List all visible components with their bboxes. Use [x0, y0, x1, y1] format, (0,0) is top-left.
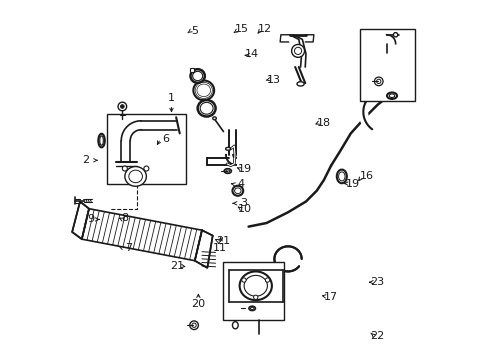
Text: 12: 12: [258, 24, 272, 35]
Text: 1: 1: [168, 93, 175, 103]
Text: 3: 3: [240, 198, 246, 208]
Ellipse shape: [194, 81, 214, 100]
Ellipse shape: [225, 147, 231, 150]
Circle shape: [377, 79, 381, 84]
Text: 14: 14: [245, 49, 259, 59]
Text: 19: 19: [345, 179, 360, 189]
Bar: [223, 262, 285, 320]
Text: 15: 15: [234, 24, 248, 35]
Ellipse shape: [191, 69, 205, 83]
Ellipse shape: [224, 169, 231, 174]
Ellipse shape: [197, 84, 211, 96]
Ellipse shape: [213, 117, 216, 120]
Bar: [107, 114, 186, 184]
Ellipse shape: [197, 100, 216, 117]
Ellipse shape: [244, 275, 268, 296]
Bar: [191, 68, 194, 72]
Ellipse shape: [125, 167, 147, 186]
Ellipse shape: [98, 134, 105, 147]
Text: 21: 21: [217, 236, 231, 246]
Text: 10: 10: [238, 204, 252, 214]
Ellipse shape: [195, 82, 212, 98]
Text: 2: 2: [82, 155, 89, 165]
Ellipse shape: [193, 71, 203, 81]
Text: 19: 19: [238, 164, 252, 174]
Circle shape: [192, 323, 196, 327]
Text: 17: 17: [324, 292, 338, 302]
Ellipse shape: [250, 307, 254, 310]
Ellipse shape: [196, 83, 211, 98]
Ellipse shape: [297, 82, 304, 86]
Polygon shape: [72, 202, 89, 239]
Circle shape: [292, 44, 304, 57]
Text: 4: 4: [238, 179, 245, 189]
Ellipse shape: [232, 321, 238, 329]
Ellipse shape: [337, 170, 347, 183]
Text: 20: 20: [191, 299, 205, 309]
Bar: [360, 30, 416, 101]
Text: 21: 21: [170, 261, 184, 271]
Ellipse shape: [226, 170, 230, 172]
Circle shape: [122, 166, 127, 171]
Ellipse shape: [387, 93, 397, 99]
Ellipse shape: [129, 170, 143, 183]
Ellipse shape: [390, 94, 395, 98]
Circle shape: [190, 321, 198, 329]
Ellipse shape: [235, 188, 241, 194]
Text: 5: 5: [191, 26, 198, 36]
Text: 8: 8: [122, 213, 128, 222]
Text: 13: 13: [267, 75, 281, 85]
Ellipse shape: [249, 306, 255, 311]
Text: 18: 18: [317, 118, 331, 128]
Text: 11: 11: [213, 243, 227, 253]
Text: 16: 16: [360, 171, 374, 181]
Ellipse shape: [240, 271, 272, 300]
Ellipse shape: [200, 102, 213, 114]
Circle shape: [254, 295, 258, 300]
Ellipse shape: [339, 172, 345, 181]
Text: 22: 22: [370, 331, 385, 341]
Circle shape: [242, 278, 246, 282]
Circle shape: [294, 47, 302, 54]
Circle shape: [121, 105, 124, 108]
Circle shape: [374, 77, 383, 86]
Text: 7: 7: [125, 243, 132, 253]
Ellipse shape: [232, 186, 243, 196]
Ellipse shape: [100, 136, 103, 145]
Text: 23: 23: [370, 277, 385, 287]
Text: 6: 6: [163, 134, 170, 144]
Polygon shape: [195, 230, 213, 268]
Ellipse shape: [393, 33, 398, 37]
Circle shape: [144, 166, 149, 171]
Circle shape: [266, 278, 270, 282]
Circle shape: [118, 102, 126, 111]
Text: 9: 9: [87, 215, 95, 224]
